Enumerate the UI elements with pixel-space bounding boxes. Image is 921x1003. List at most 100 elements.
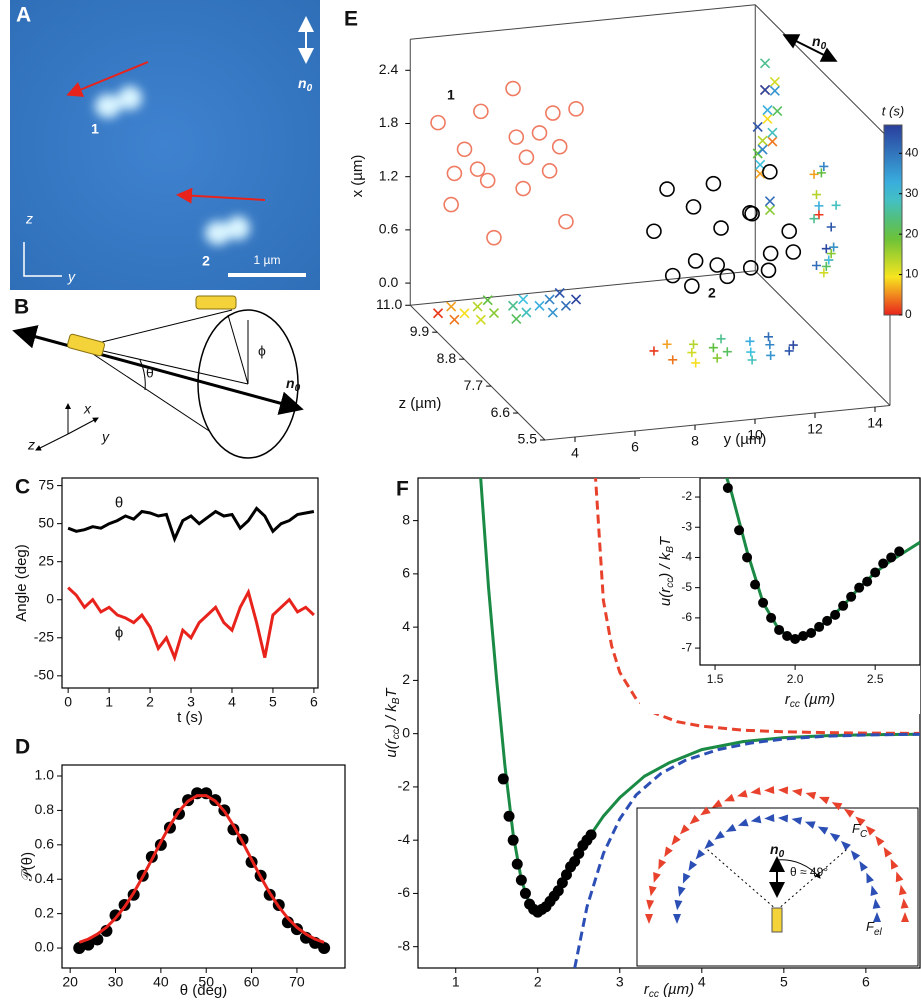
- director-label: n0: [286, 375, 301, 394]
- data-point: [443, 196, 459, 213]
- force-arrow: [658, 858, 667, 870]
- y-tick-label: 10: [747, 427, 763, 443]
- projection-point: [764, 205, 776, 216]
- y-tick-label: -8: [398, 937, 411, 953]
- box-edge: [409, 304, 546, 441]
- data-line: [67, 506, 315, 544]
- force-arrow: [865, 825, 876, 836]
- force-arrow: [900, 898, 909, 909]
- y-tick-label: -4: [681, 550, 692, 564]
- panel-label: B: [14, 296, 29, 319]
- axis-icon: [67, 417, 99, 435]
- colorbar: [883, 124, 903, 316]
- z-tick-label: 9.9: [410, 323, 430, 339]
- phi-label: ϕ: [258, 343, 266, 359]
- series-label: θ: [115, 495, 123, 512]
- projection-point: [772, 105, 783, 117]
- data-point: [558, 213, 574, 230]
- colorbar-tick-label: 40: [905, 145, 919, 159]
- x-axis-label: rcc (µm): [644, 981, 694, 998]
- orientation-arrow: [176, 187, 266, 204]
- data-point: [894, 546, 905, 557]
- y-tick-label: -6: [681, 610, 692, 624]
- data-point: [762, 164, 778, 180]
- projection-point: [769, 85, 780, 96]
- y-axis-label: u(rcc) / kBT: [657, 535, 676, 606]
- data-point: [742, 260, 759, 276]
- force-arrow: [714, 830, 725, 840]
- projection-point: [824, 255, 834, 265]
- x-tick-label: 4: [228, 694, 236, 710]
- colorbar-tick-label: 10: [905, 267, 919, 281]
- force-arrow: [901, 912, 909, 922]
- force-arrow: [700, 806, 711, 816]
- force-arrow: [866, 872, 874, 884]
- data-point: [568, 101, 584, 117]
- projection-point: [809, 169, 819, 179]
- data-point: [473, 103, 489, 120]
- projection-point: [544, 294, 555, 305]
- particle-label: 1: [91, 121, 99, 137]
- data-point: [519, 887, 531, 899]
- data-point: [684, 278, 700, 294]
- data-point: [838, 600, 849, 611]
- force-arrow: [653, 872, 661, 883]
- y-tick-label: 75: [38, 476, 54, 492]
- projection-point: [752, 121, 763, 132]
- theta-label: θ: [146, 365, 154, 381]
- y-tick-label: -5: [681, 580, 692, 594]
- force-label: FC: [852, 821, 868, 839]
- x-tick-label: 2.0: [787, 672, 804, 686]
- data-point: [497, 773, 509, 785]
- label-part: u(r: [383, 738, 400, 757]
- x-tick-label: 1: [452, 974, 460, 990]
- y-tick-label: 12: [807, 421, 823, 437]
- data-point: [479, 172, 496, 189]
- projection-point: [816, 168, 826, 178]
- projection-point: [764, 196, 776, 207]
- x-tick-label: 2: [146, 694, 154, 710]
- projection-point: [459, 308, 470, 319]
- director-symbol: n: [286, 375, 295, 391]
- data-point: [664, 267, 681, 284]
- force-arrow: [689, 814, 700, 825]
- series-label: ϕ: [115, 624, 123, 641]
- data-point: [709, 257, 726, 273]
- projection-point: [829, 242, 839, 252]
- projection-point: [784, 346, 794, 356]
- axis-label: z: [25, 211, 33, 227]
- projection-point: [769, 76, 780, 88]
- plot-frame: [61, 477, 319, 689]
- data-point: [456, 141, 473, 158]
- z-tick-label: 11.0: [376, 296, 402, 312]
- particle: [771, 907, 783, 933]
- x-tick-label: 1.2: [379, 167, 399, 183]
- projection-point: [708, 343, 718, 353]
- subscript: cc: [790, 699, 800, 710]
- x-tick-label: 50: [198, 974, 214, 990]
- plot-area: [479, 478, 920, 968]
- data-line: [78, 794, 325, 944]
- force-arrow: [883, 846, 893, 858]
- subscript: 0: [821, 41, 827, 52]
- box-edge: [754, 270, 891, 406]
- x-tick-label: 0.6: [379, 221, 399, 237]
- projection-point: [668, 355, 678, 365]
- data-point: [503, 810, 515, 822]
- z-tick-label: 5.5: [518, 431, 538, 447]
- chart-3d: 0.00.61.21.82.45.56.67.78.89.911.04 6 8 10 1…: [344, 4, 919, 461]
- y-tick-label: 1.0: [35, 767, 55, 783]
- y-tick-label: 0.0: [35, 939, 55, 955]
- panel-b: ϕ θ n0 x z y B: [12, 295, 304, 459]
- projection-point: [687, 348, 697, 358]
- x-axis-label: rcc (µm): [785, 691, 835, 710]
- projection-point: [446, 301, 457, 312]
- particle: [226, 216, 250, 240]
- data-point: [814, 621, 825, 632]
- y-tick-label: 0.6: [35, 836, 55, 852]
- projection-point: [767, 127, 778, 138]
- data-point: [531, 125, 548, 141]
- angle-label: θ ≈ 49°: [790, 865, 828, 879]
- label-part: u(r: [657, 587, 674, 606]
